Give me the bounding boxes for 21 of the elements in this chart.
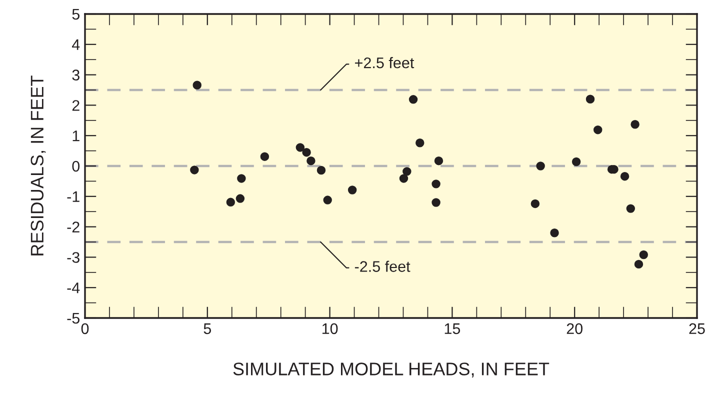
y-tick-label: 5 — [72, 9, 80, 20]
x-tick-label: 0 — [81, 323, 89, 334]
x-tick-label: 20 — [566, 323, 582, 334]
y-tick-label: -2 — [67, 222, 80, 232]
y-tick-label: -3 — [67, 252, 80, 263]
y-tick-label: 2 — [72, 100, 80, 111]
y-tick-label: 0 — [72, 160, 80, 172]
y-axis-title: RESIDUALS, IN FEET — [30, 76, 46, 256]
y-tick-label: -5 — [67, 313, 80, 324]
y-tick-label: 3 — [72, 70, 80, 80]
y-tick-label: 1 — [72, 130, 80, 142]
ref-line-label: +2.5 feet — [355, 57, 414, 68]
x-tick-label: 5 — [204, 323, 212, 334]
ref-line-label: -2.5 feet — [354, 260, 410, 272]
y-tick-label: -4 — [67, 282, 80, 294]
x-tick-label: 15 — [444, 323, 460, 334]
y-tick-label: 4 — [72, 39, 80, 50]
x-tick-label: 25 — [689, 323, 705, 334]
x-axis-title: SIMULATED MODEL HEADS, IN FEET — [233, 362, 550, 378]
y-tick-label: -1 — [67, 191, 80, 202]
x-tick-label: 10 — [322, 323, 338, 334]
